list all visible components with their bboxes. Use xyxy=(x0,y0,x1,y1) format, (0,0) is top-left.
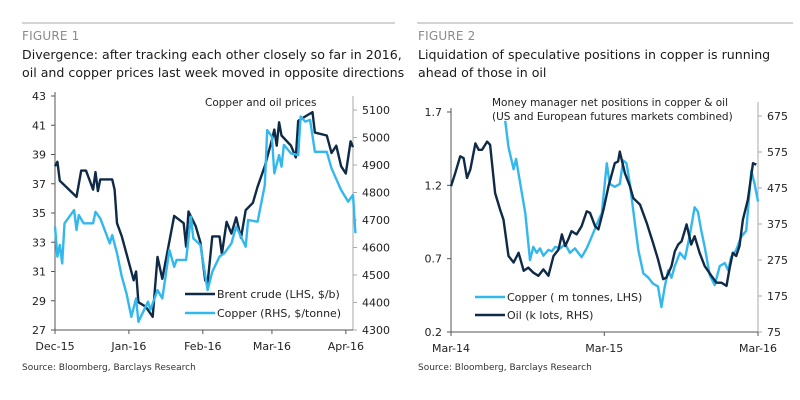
figure-2-source: Source: Bloomberg, Barclays Research xyxy=(418,363,592,373)
figure-2-title-line: ahead of those in oil xyxy=(418,65,547,80)
left-axis-tick-label: 0.2 xyxy=(425,326,443,339)
chart-subtitle: Copper and oil prices xyxy=(205,97,317,109)
series-line-dark xyxy=(449,140,757,288)
figure-1-title-line: oil and copper prices last week moved in… xyxy=(22,65,405,80)
chart-subtitle-line: (US and European futures markets combine… xyxy=(492,111,733,123)
x-axis-tick-label: Dec-15 xyxy=(35,340,74,353)
right-axis-tick-label: 175 xyxy=(767,290,788,303)
series-line-light xyxy=(53,115,357,323)
x-axis-tick-label: Feb-16 xyxy=(184,340,221,353)
left-axis-tick-label: 31 xyxy=(32,266,46,279)
left-axis-tick-label: 37 xyxy=(32,178,46,191)
left-axis-tick-label: 0.7 xyxy=(425,253,443,266)
x-axis-tick-label: Mar-16 xyxy=(739,342,777,355)
legend-label: Copper ( m tonnes, LHS) xyxy=(507,291,642,304)
right-axis-tick-label: 4600 xyxy=(362,242,390,255)
x-axis-tick-label: Mar-16 xyxy=(253,340,291,353)
right-axis-tick-label: 575 xyxy=(767,146,788,159)
series-line-light xyxy=(504,120,760,309)
right-axis-tick-label: 4800 xyxy=(362,187,390,200)
figure-2-top-rule xyxy=(417,22,793,24)
right-axis-tick-label: 4300 xyxy=(362,324,390,337)
figure-1-title: Divergence: after tracking each other cl… xyxy=(22,46,404,82)
left-axis-tick-label: 39 xyxy=(32,149,46,162)
x-axis-tick-label: Jan-16 xyxy=(110,340,146,353)
legend-label: Copper (RHS, $/tonne) xyxy=(217,307,341,320)
left-axis-tick-label: 1.7 xyxy=(425,106,443,119)
right-axis-tick-label: 4500 xyxy=(362,269,390,282)
right-axis-tick-label: 5000 xyxy=(362,132,390,145)
left-axis-tick-label: 1.2 xyxy=(425,179,443,192)
left-axis-tick-label: 43 xyxy=(32,90,46,103)
left-axis-tick-label: 29 xyxy=(32,295,46,308)
figure-1-top-rule xyxy=(22,22,395,24)
figure-2-title: Liquidation of speculative positions in … xyxy=(418,46,770,82)
right-axis-tick-label: 475 xyxy=(767,182,788,195)
right-axis-tick-label: 4700 xyxy=(362,214,390,227)
right-axis-tick-label: 5100 xyxy=(362,104,390,117)
chart-subtitle-line: Money manager net positions in copper & … xyxy=(492,97,728,109)
left-axis-tick-label: 35 xyxy=(32,207,46,220)
left-axis-tick-label: 33 xyxy=(32,236,46,249)
series-line-dark xyxy=(53,110,355,318)
figure-1-title-line: Divergence: after tracking each other cl… xyxy=(22,47,402,62)
figure-1-label: FIGURE 1 xyxy=(22,29,80,43)
left-axis-tick-label: 41 xyxy=(32,119,46,132)
x-axis-tick-label: Apr-16 xyxy=(328,340,364,353)
x-axis-tick-label: Mar-14 xyxy=(432,342,470,355)
figure-2-label: FIGURE 2 xyxy=(418,29,476,43)
right-axis-tick-label: 675 xyxy=(767,110,788,123)
left-axis-tick-label: 27 xyxy=(32,324,46,337)
right-axis-tick-label: 275 xyxy=(767,254,788,267)
x-axis-tick-label: Mar-15 xyxy=(585,342,623,355)
figure-1-source: Source: Bloomberg, Barclays Research xyxy=(22,363,196,373)
legend-label: Oil (k lots, RHS) xyxy=(507,309,593,322)
right-axis-tick-label: 4400 xyxy=(362,297,390,310)
figure-2-title-line: Liquidation of speculative positions in … xyxy=(418,47,771,62)
right-axis-tick-label: 75 xyxy=(767,326,781,339)
legend-label: Brent crude (LHS, $/b) xyxy=(217,288,340,301)
right-axis-tick-label: 375 xyxy=(767,218,788,231)
right-axis-tick-label: 4900 xyxy=(362,159,390,172)
